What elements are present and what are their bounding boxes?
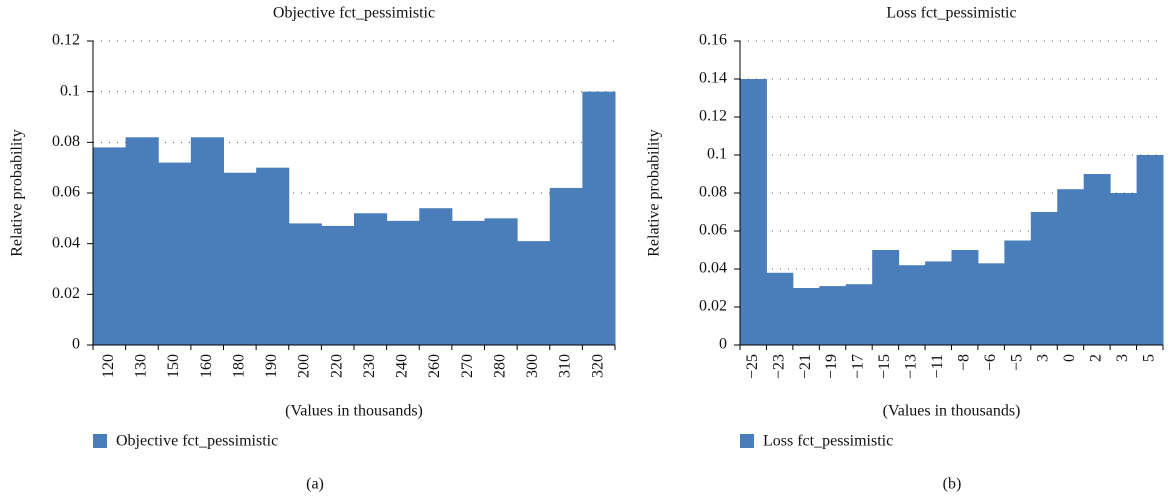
x-tick-label: 230: [361, 354, 378, 378]
x-tick-label: −25: [744, 354, 761, 379]
bar: [1136, 155, 1164, 345]
y-tick-label: 0.12: [52, 32, 80, 49]
x-tick-label: −19: [823, 354, 840, 379]
caption: (b): [943, 476, 962, 493]
chart-title: Objective fct_pessimistic: [273, 5, 435, 22]
bar: [872, 250, 900, 345]
x-axis-label: (Values in thousands): [285, 403, 423, 420]
y-tick-label: 0.08: [699, 184, 727, 201]
y-tick-label: 0.06: [699, 222, 727, 239]
bar: [419, 208, 453, 345]
bar: [354, 213, 388, 345]
y-tick-label: 0.06: [52, 184, 80, 201]
bar: [125, 137, 159, 345]
y-tick-label: 0.14: [699, 70, 727, 87]
y-tick-label: 0.08: [52, 133, 80, 150]
y-axis-label: Relative probability: [9, 129, 26, 257]
bar: [1030, 212, 1058, 345]
x-tick-label: 200: [296, 354, 313, 378]
x-tick-label: 180: [230, 354, 247, 378]
x-tick-label: 300: [524, 354, 541, 378]
x-tick-label: −15: [876, 354, 893, 379]
y-tick-label: 0.04: [52, 234, 80, 251]
legend-swatch: [740, 434, 754, 448]
x-axis-label: (Values in thousands): [883, 403, 1021, 420]
y-tick-label: 0.12: [699, 108, 727, 125]
bar: [766, 272, 794, 345]
bar: [1004, 240, 1032, 345]
bar: [740, 79, 767, 345]
legend-label: Objective fct_pessimistic: [116, 433, 278, 450]
bar: [582, 91, 616, 346]
bar: [792, 288, 820, 345]
bar: [256, 167, 290, 345]
legend-label: Loss fct_pessimistic: [763, 433, 893, 450]
y-tick-label: 0.04: [699, 260, 727, 277]
x-tick-label: 320: [589, 354, 606, 378]
bar: [386, 220, 420, 345]
x-tick-label: −17: [850, 354, 867, 379]
bar: [925, 261, 952, 345]
x-tick-label: 260: [426, 354, 443, 378]
x-tick-label: 120: [100, 354, 117, 378]
y-tick-label: 0: [72, 336, 80, 353]
bar: [158, 162, 192, 345]
bar: [549, 187, 583, 345]
y-tick-label: 0.16: [699, 32, 727, 49]
x-tick-label: 5: [1140, 354, 1157, 362]
bar: [321, 225, 355, 345]
bar: [1083, 174, 1111, 345]
legend-swatch: [93, 434, 107, 448]
bar: [845, 284, 873, 345]
x-tick-label: 240: [394, 354, 411, 378]
x-tick-label: 2: [1088, 354, 1105, 362]
bar: [484, 218, 518, 345]
x-tick-label: 3: [1035, 354, 1052, 362]
bar: [223, 172, 257, 345]
chart-title: Loss fct_pessimistic: [886, 5, 1016, 22]
y-tick-label: 0: [719, 336, 727, 353]
x-tick-label: 150: [165, 354, 182, 378]
x-tick-label: 270: [459, 354, 476, 378]
x-tick-label: −23: [770, 354, 787, 379]
x-tick-label: −5: [1008, 354, 1025, 371]
bar: [517, 241, 551, 345]
caption: (a): [306, 476, 324, 493]
y-tick-label: 0.02: [699, 298, 727, 315]
x-tick-label: 130: [133, 354, 150, 378]
x-tick-label: −13: [903, 354, 920, 379]
bar: [977, 263, 1005, 345]
y-tick-label: 0.1: [707, 146, 727, 163]
bar: [1110, 193, 1138, 345]
bar: [951, 250, 979, 345]
x-tick-label: −11: [929, 354, 946, 378]
x-tick-label: 310: [557, 354, 574, 378]
bar: [1057, 189, 1085, 345]
bar: [190, 137, 224, 345]
bar: [898, 265, 926, 345]
x-tick-label: 190: [263, 354, 280, 378]
x-tick-label: 160: [198, 354, 215, 378]
bar: [451, 220, 485, 345]
y-axis-label: Relative probability: [646, 129, 663, 257]
x-tick-label: 220: [328, 354, 345, 378]
x-tick-label: −8: [955, 354, 972, 371]
y-tick-label: 0.02: [52, 285, 80, 302]
y-tick-label: 0.1: [60, 82, 80, 99]
bar: [819, 286, 847, 345]
x-tick-label: 0: [1061, 354, 1078, 362]
x-tick-label: −21: [797, 354, 814, 379]
x-tick-label: 280: [491, 354, 508, 378]
x-tick-label: −6: [982, 354, 999, 371]
x-tick-label: 3: [1114, 354, 1131, 362]
bar: [288, 223, 322, 345]
bar: [93, 147, 127, 345]
